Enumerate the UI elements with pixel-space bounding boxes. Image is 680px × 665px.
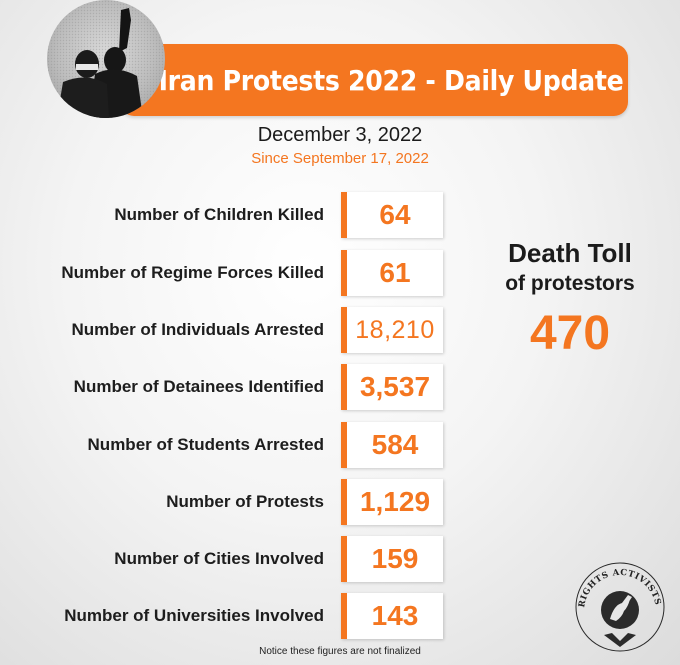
- stat-label: Number of Children Killed: [114, 205, 324, 224]
- stat-box: 18,210: [341, 307, 443, 353]
- stat-label: Number of Protests: [166, 492, 324, 511]
- stat-row: Number of Individuals Arrested 18,210: [0, 307, 450, 353]
- stat-row: Number of Detainees Identified 3,537: [0, 364, 450, 410]
- protest-photo: [47, 0, 165, 118]
- accent-bar: [341, 593, 347, 639]
- death-toll-subtitle: of protestors: [505, 272, 635, 295]
- stat-label: Number of Students Arrested: [87, 435, 324, 454]
- accent-bar: [341, 536, 347, 582]
- stat-box: 64: [341, 192, 443, 238]
- stat-value: 159: [371, 543, 419, 574]
- stat-box: 143: [341, 593, 443, 639]
- stat-value: 64: [379, 199, 411, 230]
- death-toll-title: Death Toll: [508, 238, 632, 268]
- stat-row: Number of Regime Forces Killed 61: [0, 250, 450, 296]
- page-title: Iran Protests 2022 - Daily Update: [158, 63, 624, 97]
- stat-label: Number of Individuals Arrested: [71, 320, 324, 339]
- accent-bar: [341, 250, 347, 296]
- accent-bar: [341, 479, 347, 525]
- stat-value: 18,210: [355, 316, 435, 344]
- disclaimer-note: Notice these figures are not finalized: [259, 646, 421, 657]
- accent-bar: [341, 364, 347, 410]
- stat-value: 1,129: [359, 486, 431, 517]
- stat-box: 61: [341, 250, 443, 296]
- title-banner: Iran Protests 2022 - Daily Update: [120, 44, 628, 116]
- hrai-logo: HUMAN RIGHTS ACTIVISTS IN IRAN: [565, 548, 670, 655]
- stat-value: 143: [371, 600, 419, 631]
- stat-label: Number of Regime Forces Killed: [61, 263, 324, 282]
- stat-row: Number of Students Arrested 584: [0, 422, 450, 468]
- report-date: December 3, 2022: [257, 124, 423, 146]
- stat-box: 1,129: [341, 479, 443, 525]
- stat-value: 3,537: [359, 371, 431, 402]
- accent-bar: [341, 307, 347, 353]
- stat-row: Number of Children Killed 64: [0, 192, 450, 238]
- stat-label: Number of Universities Involved: [64, 606, 324, 625]
- protest-silhouette-icon: [47, 0, 165, 118]
- stat-label: Number of Cities Involved: [114, 549, 324, 568]
- accent-bar: [341, 192, 347, 238]
- since-date: Since September 17, 2022: [251, 150, 429, 167]
- stat-value: 584: [371, 429, 419, 460]
- accent-bar: [341, 422, 347, 468]
- death-toll-value: 470: [529, 307, 611, 360]
- stat-row: Number of Protests 1,129: [0, 479, 450, 525]
- stat-box: 584: [341, 422, 443, 468]
- stat-value: 61: [379, 257, 411, 288]
- stat-box: 159: [341, 536, 443, 582]
- stat-label: Number of Detainees Identified: [73, 377, 324, 396]
- stat-row: Number of Universities Involved 143: [0, 593, 450, 639]
- stat-row: Number of Cities Involved 159: [0, 536, 450, 582]
- hand-dove-icon: HUMAN RIGHTS ACTIVISTS IN IRAN: [565, 548, 665, 652]
- stat-box: 3,537: [341, 364, 443, 410]
